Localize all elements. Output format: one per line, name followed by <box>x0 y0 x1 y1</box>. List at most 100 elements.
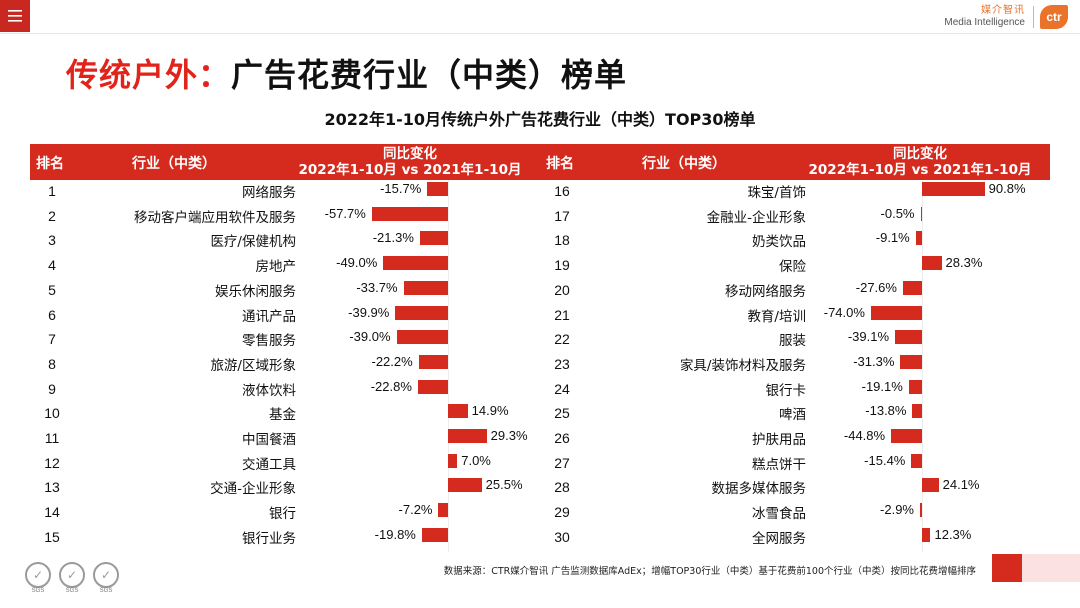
change-bar <box>922 478 939 493</box>
change-bar <box>448 429 487 443</box>
table-row: 25 啤酒 -13.8% <box>540 402 1050 426</box>
industry-name: 奶类饮品 <box>752 234 806 251</box>
industry-name: 移动网络服务 <box>725 283 806 300</box>
change-bar <box>383 256 448 271</box>
industry-name: 交通工具 <box>242 456 296 473</box>
industry-name: 糕点饼干 <box>752 456 806 473</box>
rank-number: 7 <box>48 331 56 348</box>
change-label: 7.0% <box>461 452 491 468</box>
brand-name-cn: 媒介智讯 <box>981 5 1025 16</box>
table-row: 27 糕点饼干 -15.4% <box>540 452 1050 476</box>
change-bar <box>922 256 942 271</box>
table-row: 2 移动客户端应用软件及服务 -57.7% <box>30 205 540 229</box>
header-change-title: 同比变化 <box>893 146 947 162</box>
change-bar <box>421 527 448 542</box>
page-title-rest: 广告花费行业（中类）榜单 <box>231 56 628 94</box>
change-label: -15.7% <box>380 181 422 196</box>
data-source-note: 数据来源：CTR媒介智讯 广告监测数据库AdEx；增幅TOP30行业（中类）基于… <box>443 566 976 577</box>
change-bar <box>448 453 458 468</box>
industry-name: 保险 <box>779 259 806 276</box>
change-label: -9.1% <box>875 230 910 246</box>
rank-number: 30 <box>554 528 570 545</box>
page-title: 传统户外：广告花费行业（中类）榜单 <box>66 50 627 96</box>
change-bar <box>902 280 922 295</box>
zero-axis-line <box>922 180 923 552</box>
industry-name: 护肤用品 <box>752 432 806 448</box>
rank-number: 4 <box>48 257 56 274</box>
certification-logos: ✓ SGS ✓ SGS ✓ SGS <box>22 562 122 598</box>
rank-number: 9 <box>48 380 56 397</box>
zero-axis-line <box>448 180 449 552</box>
change-bar <box>419 231 448 246</box>
rank-number: 27 <box>554 454 570 471</box>
change-bar <box>895 330 922 345</box>
change-label: -7.2% <box>398 502 433 518</box>
menu-button[interactable] <box>0 0 30 32</box>
table-row: 13 交通-企业形象 25.5% <box>30 476 540 500</box>
table-row: 1 网络服务 -15.7% <box>30 180 540 204</box>
industry-name: 旅游/区域形象 <box>210 357 296 374</box>
rank-number: 17 <box>554 207 570 224</box>
sgs-badge-label: SGS <box>31 588 45 594</box>
table-row: 28 数据多媒体服务 24.1% <box>540 476 1050 500</box>
table-row: 22 服装 -39.1% <box>540 328 1050 352</box>
change-label: 12.3% <box>934 526 972 542</box>
change-bar <box>900 354 922 369</box>
table-row: 4 房地产 -49.0% <box>30 254 540 278</box>
sgs-badge-label: SGS <box>65 588 79 594</box>
rank-number: 16 <box>554 183 570 199</box>
industry-name: 全网服务 <box>752 530 806 547</box>
table-row: 24 银行卡 -19.1% <box>540 378 1050 402</box>
industry-name: 银行 <box>269 506 296 523</box>
change-label: -27.6% <box>855 279 897 295</box>
rank-number: 10 <box>44 405 60 422</box>
industry-name: 银行卡 <box>765 382 807 399</box>
hamburger-icon <box>8 10 22 22</box>
table-row: 20 移动网络服务 -27.6% <box>540 279 1050 303</box>
change-label: 29.3% <box>490 428 528 443</box>
industry-name: 银行业务 <box>242 530 296 547</box>
table-row: 11 中国餐酒 29.3% <box>30 427 540 451</box>
change-label: -0.5% <box>880 205 915 221</box>
rank-number: 24 <box>554 380 570 397</box>
footer-accent-block <box>992 554 1022 582</box>
industry-name: 珠宝/首饰 <box>747 185 806 201</box>
table-row: 6 通讯产品 -39.9% <box>30 304 540 328</box>
header-change-period: 2022年1-10月 vs 2021年1-10月 <box>808 162 1032 178</box>
header-rank: 排名 <box>546 156 574 172</box>
industry-name: 中国餐酒 <box>242 432 296 448</box>
rank-number: 25 <box>554 405 570 422</box>
change-label: -57.7% <box>324 205 366 221</box>
industry-name: 液体饮料 <box>242 382 296 399</box>
change-label: -2.9% <box>880 502 914 518</box>
industry-name: 交通-企业形象 <box>210 481 296 498</box>
rank-number: 5 <box>48 281 56 298</box>
change-label: 28.3% <box>945 255 983 271</box>
table-row: 3 医疗/保健机构 -21.3% <box>30 229 540 253</box>
change-label: -44.8% <box>843 428 886 443</box>
change-label: 14.9% <box>471 403 509 419</box>
rank-number: 2 <box>48 207 56 224</box>
industry-name: 医疗/保健机构 <box>210 234 296 251</box>
table-row: 5 娱乐休闲服务 -33.7% <box>30 279 540 303</box>
change-bar <box>438 503 448 518</box>
rank-number: 23 <box>554 355 570 372</box>
header-change-period: 2022年1-10月 vs 2021年1-10月 <box>298 162 522 178</box>
rank-number: 8 <box>48 355 56 372</box>
change-label: -39.0% <box>349 329 391 345</box>
change-label: -13.8% <box>865 403 907 419</box>
table-row: 15 银行业务 -19.8% <box>30 526 540 550</box>
table-row: 26 护肤用品 -44.8% <box>540 427 1050 451</box>
sgs-badge-icon: ✓ SGS <box>56 562 88 596</box>
table-body: 16 珠宝/首饰 90.8% 17 金融业-企业形象 -0.5% 18 奶类饮品 -9.1% 19… <box>540 180 1050 554</box>
brand-name-en: Media Intelligence <box>944 17 1025 28</box>
table-body: 1 网络服务 -15.7% 2 移动客户端应用软件及服务 -57.7% 3 医疗/保健机构 -2… <box>30 180 540 554</box>
table-row: 23 家具/装饰材料及服务 -31.3% <box>540 353 1050 377</box>
change-bar <box>908 379 922 394</box>
rank-number: 29 <box>554 504 570 521</box>
change-bar <box>919 503 922 518</box>
industry-name: 房地产 <box>255 259 297 276</box>
rank-number: 18 <box>554 232 570 249</box>
change-bar <box>448 478 482 493</box>
header-change-title: 同比变化 <box>383 146 437 162</box>
